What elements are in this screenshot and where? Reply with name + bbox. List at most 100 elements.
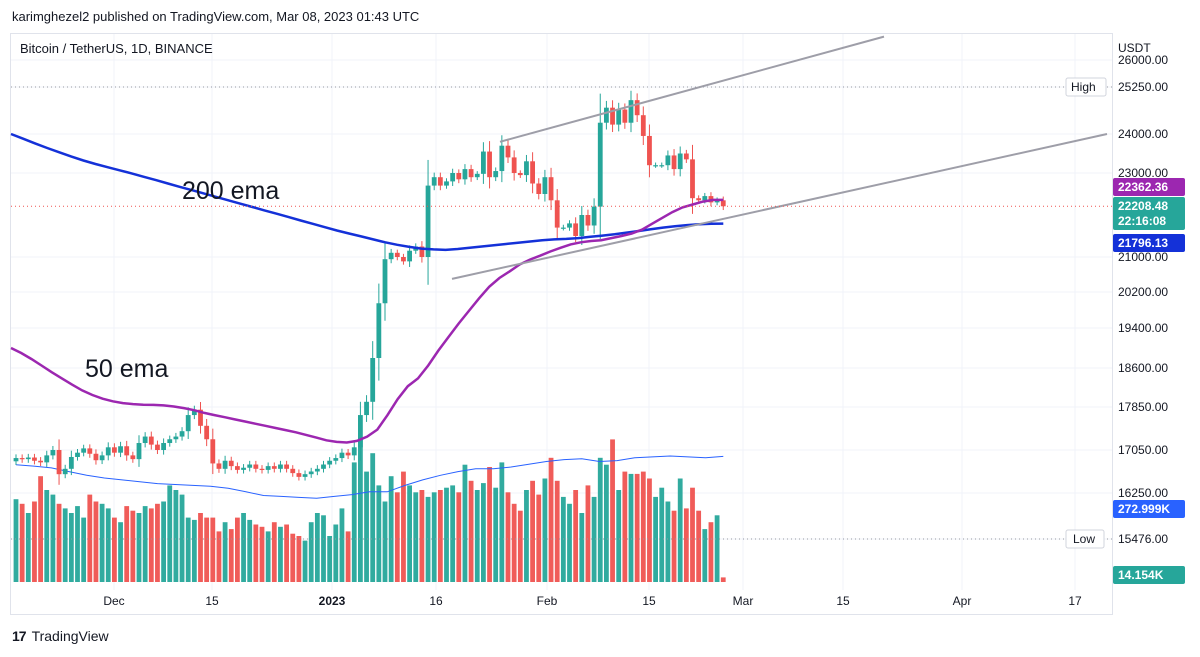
channel-upper-line (499, 35, 885, 143)
volume-bar (13, 499, 19, 582)
candle-body (425, 185, 431, 257)
volume-bar (425, 496, 431, 582)
volume-bar (38, 476, 43, 582)
volume-bar (235, 517, 240, 582)
candle-body (167, 439, 173, 444)
candle-body (161, 443, 166, 450)
candle-body (105, 447, 111, 456)
volume-bar (247, 519, 253, 582)
volume-bar (610, 439, 615, 582)
candle-body (68, 456, 74, 469)
volume-bar (690, 487, 695, 582)
volume-bar (376, 485, 382, 582)
time-tick-label: 15 (642, 594, 656, 608)
tradingview-logo[interactable]: 17 TradingView (12, 628, 109, 644)
volume-bar (148, 508, 154, 582)
volume-bar (241, 513, 246, 582)
volume-bar (68, 513, 74, 582)
last-price-tag-box (1113, 197, 1185, 230)
volume-bar (302, 540, 308, 582)
candle-body (271, 466, 277, 469)
volume-ma-line (15, 455, 724, 499)
volume-bar (136, 513, 142, 582)
volume-bar (622, 471, 628, 582)
volume-bar (714, 515, 720, 582)
low-marker-box (1065, 529, 1105, 549)
candle-body (32, 457, 37, 461)
candle-body (148, 436, 154, 445)
volume-bar (185, 517, 191, 582)
candle-body (235, 466, 240, 470)
candle-body (690, 159, 695, 199)
high-marker-value: 25250.00 (1118, 80, 1168, 94)
volume-bar (32, 501, 37, 582)
candle-body (130, 455, 136, 460)
volume-bar (659, 487, 665, 582)
volume-bar (554, 480, 560, 582)
candle-body (419, 246, 425, 257)
candle-body (333, 458, 339, 461)
candle-body (653, 165, 658, 167)
volume-bar (542, 478, 548, 582)
candle-body (290, 468, 296, 474)
candle-body (530, 161, 535, 184)
candle-body (173, 436, 179, 440)
volume-bar (364, 471, 369, 582)
volume-ma-tag-box (1113, 500, 1185, 518)
price-tick-label: 23000.00 (1118, 166, 1168, 180)
ema200-annotation: 200 ema (182, 177, 279, 205)
volume-bar (112, 517, 117, 582)
candle-body (278, 464, 283, 469)
volume-bar (81, 517, 87, 582)
price-tick-label: 26000.00 (1118, 53, 1168, 67)
volume-bar (585, 485, 591, 582)
candle-body (112, 447, 117, 453)
volume-bar (124, 506, 130, 582)
ema200-tag-box (1113, 234, 1185, 252)
volume-bar (314, 513, 320, 582)
volume-bar (167, 485, 173, 582)
volume-bar (296, 536, 302, 582)
volume-bar (284, 524, 289, 582)
time-tick-label: 15 (205, 594, 219, 608)
candle-body (714, 200, 720, 203)
low-marker-value: 15476.00 (1118, 532, 1168, 546)
candle-body (401, 257, 406, 262)
volume-bar (87, 494, 93, 582)
time-tick-label: Apr (953, 594, 972, 608)
volume-bar (493, 487, 499, 582)
candle-body (499, 145, 505, 172)
volume-bar (118, 522, 123, 582)
candle-body (351, 447, 357, 456)
volume-bar (130, 510, 136, 582)
volume-bar (105, 508, 111, 582)
candle-body (38, 460, 43, 463)
candle-body (339, 452, 345, 459)
volume-bar (708, 522, 714, 582)
volume-bar (677, 478, 683, 582)
volume-bar (419, 490, 425, 582)
currency-label: USDT (1118, 41, 1151, 55)
time-tick-label: 17 (1068, 594, 1082, 608)
candle-body (677, 153, 683, 170)
candle-body (25, 457, 31, 460)
volume-bar (216, 531, 222, 582)
volume-bar (444, 487, 449, 582)
trend-channel[interactable] (451, 35, 1108, 280)
symbol-title: Bitcoin / TetherUS, 1D, BINANCE (20, 41, 213, 56)
volume-bar (56, 503, 62, 582)
candle-body (370, 358, 376, 402)
volume-tag-box (1113, 566, 1185, 584)
candle-body (247, 464, 253, 468)
volume-bar (456, 492, 462, 582)
candle-body (308, 471, 314, 475)
time-tick-label: Dec (103, 594, 124, 608)
volume-bar (579, 513, 585, 582)
candle-body (616, 109, 622, 125)
price-tick-label: 17850.00 (1118, 400, 1168, 414)
candle-body (437, 177, 443, 186)
volume-bar (683, 508, 689, 582)
